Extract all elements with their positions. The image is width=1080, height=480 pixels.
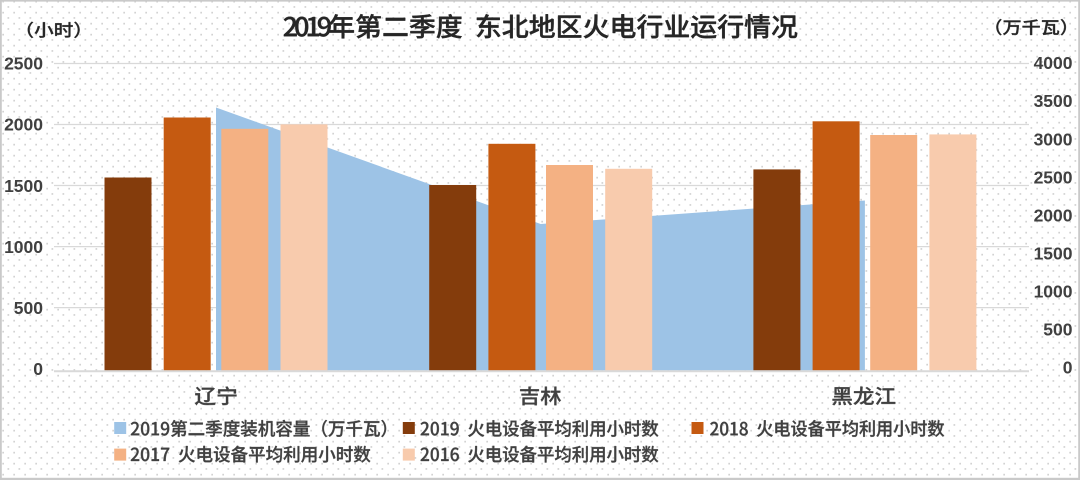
svg-text:4000: 4000 bbox=[1034, 53, 1073, 73]
svg-text:1500: 1500 bbox=[4, 176, 43, 196]
svg-text:2000: 2000 bbox=[1034, 205, 1073, 225]
svg-text:1500: 1500 bbox=[1034, 244, 1073, 264]
svg-text:2500: 2500 bbox=[1034, 167, 1073, 187]
svg-text:500: 500 bbox=[14, 298, 43, 318]
svg-text:3000: 3000 bbox=[1034, 129, 1073, 149]
svg-text:2000: 2000 bbox=[4, 115, 43, 135]
svg-text:2500: 2500 bbox=[4, 54, 43, 74]
svg-text:500: 500 bbox=[1043, 320, 1072, 340]
svg-text:1000: 1000 bbox=[4, 237, 43, 257]
svg-text:1000: 1000 bbox=[1034, 282, 1073, 302]
svg-text:0: 0 bbox=[1063, 358, 1073, 378]
svg-text:0: 0 bbox=[33, 359, 43, 379]
svg-text:3500: 3500 bbox=[1034, 91, 1073, 111]
